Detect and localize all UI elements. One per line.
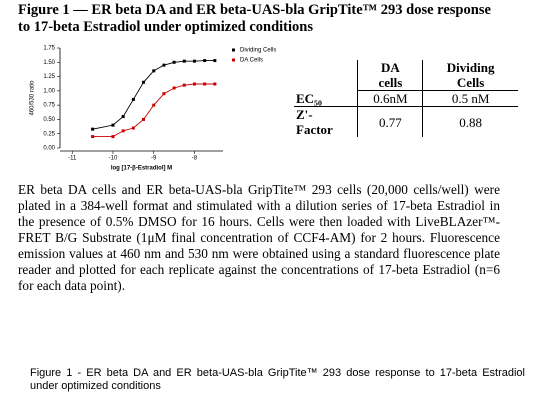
data-point	[152, 103, 156, 107]
data-point	[142, 80, 146, 84]
data-point	[121, 129, 125, 133]
data-point	[111, 135, 115, 139]
data-point	[152, 69, 156, 73]
x-tick-label: -8	[192, 156, 198, 162]
figure: Figure 1 — ER beta DA and ER beta-UAS-bl…	[18, 0, 518, 350]
y-tick-label: 1.00	[43, 88, 55, 94]
table-header: DA cells Dividing Cells	[294, 60, 518, 91]
cell: 0.5 nM	[422, 90, 518, 107]
y-tick-label: 1.25	[43, 74, 55, 80]
data-point	[182, 83, 186, 87]
data-point	[121, 115, 125, 119]
series-line	[92, 60, 215, 130]
body-text: ER beta DA cells and ER beta-UAS-bla Gri…	[18, 182, 500, 293]
data-point	[162, 63, 166, 67]
legend-label: DA Cells	[240, 58, 263, 64]
data-point	[91, 135, 95, 139]
table-row: Z'-Factor 0.77 0.88	[294, 106, 518, 137]
y-tick-label: 0.50	[43, 117, 55, 123]
data-point	[203, 82, 207, 86]
data-point	[213, 82, 217, 86]
col-header: Dividing Cells	[422, 60, 518, 91]
x-tick-label: -11	[68, 156, 77, 162]
y-tick-label: 0.25	[43, 131, 55, 137]
series-line	[92, 83, 215, 138]
data-point	[131, 126, 135, 130]
y-tick-label: 1.50	[43, 60, 55, 66]
corner	[294, 60, 358, 91]
data-point	[213, 59, 217, 63]
data-point	[192, 59, 196, 63]
data-point	[172, 86, 176, 90]
legend-marker	[232, 48, 235, 52]
figure-title: Figure 1 — ER beta DA and ER beta-UAS-bl…	[18, 2, 491, 35]
row-header: EC₅₀	[294, 90, 358, 107]
caption: Figure 1 - ER beta DA and ER beta-UAS-bl…	[30, 367, 525, 392]
col-header: DA cells	[357, 60, 423, 91]
cell: 0.77	[357, 106, 423, 137]
results-table: DA cells Dividing Cells EC₅₀ 0.6nM 0.5 n…	[294, 60, 518, 137]
x-tick-label: -10	[109, 156, 118, 162]
data-point	[203, 59, 207, 63]
cell: 0.6nM	[357, 90, 423, 107]
table-row: EC₅₀ 0.6nM 0.5 nM	[294, 90, 518, 107]
y-axis-label: 460/530 ratio	[30, 80, 36, 116]
data-point	[91, 127, 95, 131]
data-point	[192, 82, 196, 86]
cell: 0.88	[422, 106, 518, 137]
data-point	[142, 117, 146, 121]
y-tick-label: 1.75	[43, 46, 55, 52]
y-tick-label: 0.75	[43, 103, 55, 109]
x-tick-label: -9	[151, 156, 157, 162]
y-tick-label: 0.00	[43, 146, 55, 152]
data-point	[162, 92, 166, 96]
row-header: Z'-Factor	[296, 107, 333, 137]
chart: 0.00 0.25 0.50 0.75 1.00 1.25 1.50 1.75 -11 -10 -9…	[30, 46, 277, 172]
data-point	[172, 60, 176, 64]
legend-marker	[232, 58, 235, 62]
data-point	[111, 123, 115, 127]
x-axis-label: log [17-β-Estradiol] M	[111, 166, 172, 172]
data-point	[131, 97, 135, 101]
data-point	[182, 59, 186, 63]
legend-label: Dividing Cells	[240, 48, 276, 54]
